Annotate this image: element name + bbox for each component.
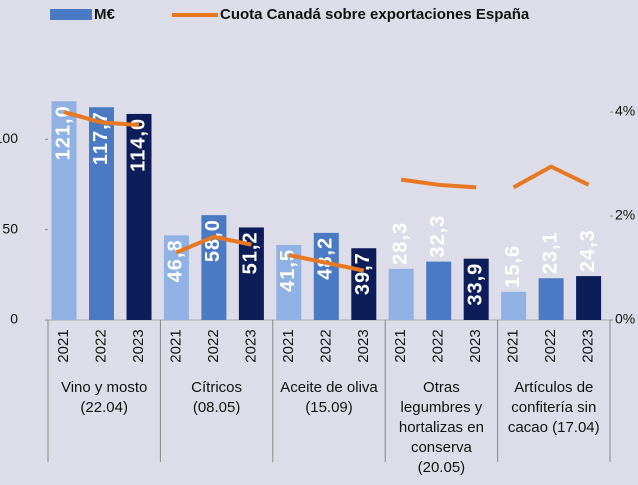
- group-label: Otras: [423, 379, 460, 396]
- group-label: legumbres y: [401, 399, 483, 416]
- data-label: 46,8: [165, 239, 187, 282]
- group-label: Aceite de oliva: [280, 379, 378, 396]
- data-label: 23,1: [539, 231, 561, 274]
- y2-tick-label: 0%: [615, 311, 635, 327]
- bar: [201, 215, 227, 320]
- bar: [463, 258, 489, 320]
- y-tick-label: 50: [2, 220, 18, 236]
- legend-swatch-bar: [50, 9, 92, 20]
- x-tick-label: 2022: [430, 329, 447, 362]
- x-tick-label: 2023: [130, 329, 147, 362]
- bar: [576, 276, 602, 320]
- data-label: 28,3: [389, 222, 411, 265]
- x-tick-label: 2022: [92, 329, 109, 362]
- legend-label: Cuota Canadá sobre exportaciones España: [220, 6, 530, 23]
- bar: [426, 261, 452, 320]
- bar: [501, 291, 527, 320]
- data-label: 24,3: [577, 229, 599, 272]
- x-tick-label: 2021: [280, 329, 297, 362]
- y-tick-label: 0: [10, 311, 18, 327]
- data-label: 39,7: [352, 252, 374, 295]
- bar: [126, 113, 152, 320]
- x-tick-label: 2021: [392, 329, 409, 362]
- group-label: Vino y mosto: [61, 379, 147, 396]
- group-label: confitería sin: [511, 399, 596, 416]
- group-label: hortalizas en: [399, 419, 484, 436]
- data-label: 32,3: [427, 215, 449, 258]
- bar: [351, 248, 377, 320]
- line-segment: [512, 164, 590, 190]
- y2-tick-label: 4%: [615, 103, 635, 119]
- y2-tick-label: 2%: [615, 207, 635, 223]
- data-label: 51,2: [240, 231, 262, 274]
- group-label: cacao (17.04): [508, 419, 600, 436]
- x-tick-label: 2023: [355, 329, 372, 362]
- data-label: 121,0: [52, 105, 74, 160]
- line-segment: [288, 253, 365, 273]
- x-tick-label: 2022: [205, 329, 222, 362]
- group-label: (08.05): [193, 399, 241, 416]
- data-label: 48,2: [315, 237, 337, 280]
- group-label: conserva: [411, 439, 473, 456]
- x-tick-label: 2021: [55, 329, 72, 362]
- line-segment: [63, 110, 140, 128]
- group-label: Artículos de: [514, 379, 593, 396]
- data-label: 114,0: [127, 118, 149, 172]
- x-tick-label: 2023: [242, 329, 259, 362]
- group-label: (20.05): [418, 459, 466, 476]
- line-segment: [175, 234, 252, 255]
- data-label: 41,5: [277, 249, 299, 292]
- bar: [313, 232, 339, 320]
- x-tick-label: 2021: [167, 329, 184, 362]
- data-label: 15,6: [502, 245, 524, 288]
- line-segment: [400, 177, 477, 190]
- bar: [538, 278, 564, 320]
- data-label: 58,0: [202, 219, 224, 262]
- bar: [51, 101, 77, 321]
- data-label: 33,9: [464, 263, 486, 306]
- bar: [388, 268, 414, 320]
- x-tick-label: 2022: [317, 329, 334, 362]
- bar: [89, 107, 114, 320]
- x-tick-label: 2021: [505, 329, 522, 362]
- legend-label: M€: [94, 6, 115, 23]
- group-label: Cítricos: [191, 379, 242, 396]
- x-tick-label: 2022: [542, 329, 559, 362]
- group-label: (22.04): [80, 399, 128, 416]
- y-tick-label: 100: [0, 130, 18, 146]
- x-tick-label: 2023: [580, 329, 597, 362]
- group-label: (15.09): [305, 399, 353, 416]
- x-tick-label: 2023: [467, 329, 484, 362]
